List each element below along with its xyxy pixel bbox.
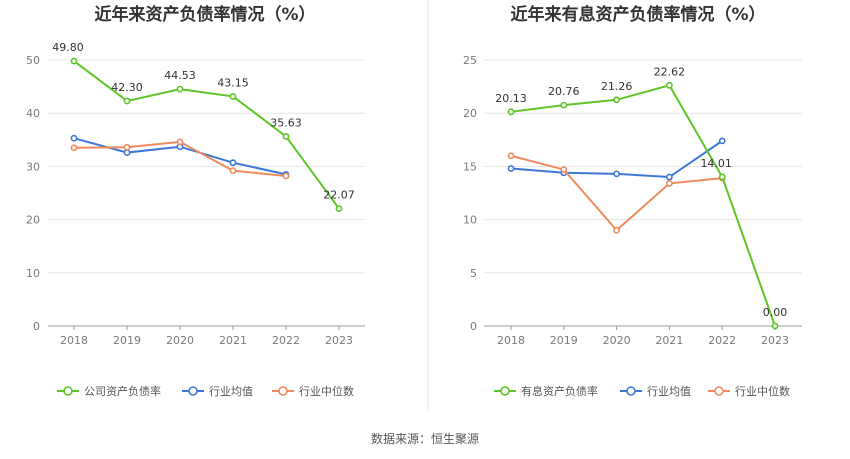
data-point-industry_avg[interactable]: [123, 149, 131, 156]
legend-item-industry_median[interactable]: 行业中位数: [708, 384, 790, 398]
y-tick-label: 15: [463, 160, 477, 173]
y-tick-label: 5: [470, 267, 477, 280]
left-chart: 近年来资产负债率情况（%） 0 10 20 30 40 50 2018 2019 2020 2021…: [26, 4, 365, 398]
data-point-industry_median[interactable]: [507, 152, 515, 160]
legend-label: 公司资产负债率: [84, 384, 161, 398]
y-tick-label: 0: [470, 320, 477, 333]
chart-title: 近年来有息资产负债率情况（%）: [510, 4, 765, 25]
legend-label: 行业中位数: [299, 384, 354, 398]
data-label: 22.07: [323, 189, 355, 202]
x-tick-label: 2021: [655, 334, 683, 347]
data-point-industry_median[interactable]: [123, 143, 131, 151]
x-tick-label: 2020: [166, 334, 194, 347]
y-tick-label: 40: [26, 107, 40, 120]
data-point-company[interactable]: [176, 85, 184, 93]
data-label: 43.15: [217, 76, 249, 89]
legend-item-industry_median[interactable]: 行业中位数: [272, 384, 354, 398]
data-point-industry_median[interactable]: [229, 167, 237, 175]
chart-title: 近年来资产负债率情况（%）: [94, 4, 315, 25]
data-label: 49.80: [52, 41, 84, 54]
legend-item-company[interactable]: 有息资产负债率: [494, 384, 598, 398]
legend-item-company[interactable]: 公司资产负债率: [57, 384, 161, 398]
data-point-industry_avg[interactable]: [613, 170, 620, 178]
data-point-industry_median[interactable]: [666, 180, 673, 187]
data-point-company[interactable]: [123, 97, 131, 105]
x-tick-label: 2022: [272, 334, 300, 347]
y-tick-label: 10: [26, 267, 40, 280]
data-point-company[interactable]: [613, 96, 620, 104]
data-point-industry_median[interactable]: [282, 172, 290, 180]
data-label: 14.01: [700, 157, 732, 170]
data-point-company[interactable]: [507, 108, 515, 116]
legend-swatch-marker: [714, 386, 724, 396]
x-tick-label: 2020: [603, 334, 631, 347]
data-point-industry_median[interactable]: [176, 138, 184, 146]
data-point-industry_avg[interactable]: [70, 134, 78, 142]
data-point-company[interactable]: [718, 173, 726, 181]
legend-label: 行业均值: [647, 385, 691, 398]
legend-swatch-marker: [500, 386, 510, 396]
x-tick-label: 2018: [497, 334, 525, 347]
series-line-company: [73, 60, 340, 210]
source-note: 数据来源：恒生聚源: [371, 431, 479, 446]
y-tick-label: 30: [26, 160, 40, 173]
data-point-company[interactable]: [560, 101, 568, 109]
data-point-company[interactable]: [229, 93, 237, 100]
x-tick-label: 2023: [325, 334, 353, 347]
legend-swatch-marker: [278, 386, 288, 396]
y-tick-label: 50: [26, 54, 40, 67]
x-tick-label: 2021: [219, 334, 247, 347]
data-point-industry_median[interactable]: [613, 226, 620, 234]
data-point-industry_avg[interactable]: [229, 159, 237, 167]
x-tick-label: 2019: [113, 334, 141, 347]
data-label: 42.30: [111, 81, 143, 94]
y-tick-label: 0: [33, 320, 40, 333]
legend-item-industry_avg[interactable]: 行业均值: [182, 385, 253, 398]
legend-label: 行业均值: [209, 385, 253, 398]
data-point-industry_avg[interactable]: [666, 173, 673, 181]
data-label: 35.63: [270, 116, 302, 129]
data-point-industry_median[interactable]: [70, 144, 78, 152]
data-point-company[interactable]: [70, 57, 78, 65]
data-point-company[interactable]: [282, 133, 290, 140]
x-tick-label: 2022: [708, 334, 736, 347]
data-point-industry_avg[interactable]: [507, 165, 515, 172]
data-label: 44.53: [164, 69, 196, 82]
data-label: 20.76: [548, 85, 580, 98]
data-label: 0.00: [763, 306, 788, 319]
y-tick-label: 20: [463, 107, 477, 120]
x-tick-label: 2023: [761, 334, 789, 347]
y-tick-label: 25: [463, 54, 477, 67]
x-tick-label: 2018: [60, 334, 88, 347]
data-label: 22.62: [654, 65, 686, 78]
legend-label: 行业中位数: [735, 384, 790, 398]
legend-item-industry_avg[interactable]: 行业均值: [620, 385, 691, 398]
legend-swatch-marker: [626, 386, 636, 396]
legend-swatch-marker: [188, 386, 198, 396]
y-tick-label: 20: [26, 214, 40, 227]
y-tick-label: 10: [463, 214, 477, 227]
data-point-industry_avg[interactable]: [718, 137, 726, 145]
data-point-company[interactable]: [771, 322, 779, 330]
x-tick-label: 2019: [550, 334, 578, 347]
legend-swatch-marker: [63, 386, 73, 396]
legend-label: 有息资产负债率: [521, 384, 598, 398]
data-point-company[interactable]: [335, 205, 343, 212]
series-line-industry_median: [510, 154, 723, 232]
data-label: 20.13: [495, 92, 527, 105]
data-point-industry_median[interactable]: [560, 166, 568, 173]
right-chart: 近年来有息资产负债率情况（%） 0 5 10 15 20 25 2018 2019 2020 202…: [463, 4, 802, 398]
data-point-company[interactable]: [666, 81, 673, 89]
series-line-company: [510, 84, 776, 327]
data-label: 21.26: [601, 80, 633, 93]
